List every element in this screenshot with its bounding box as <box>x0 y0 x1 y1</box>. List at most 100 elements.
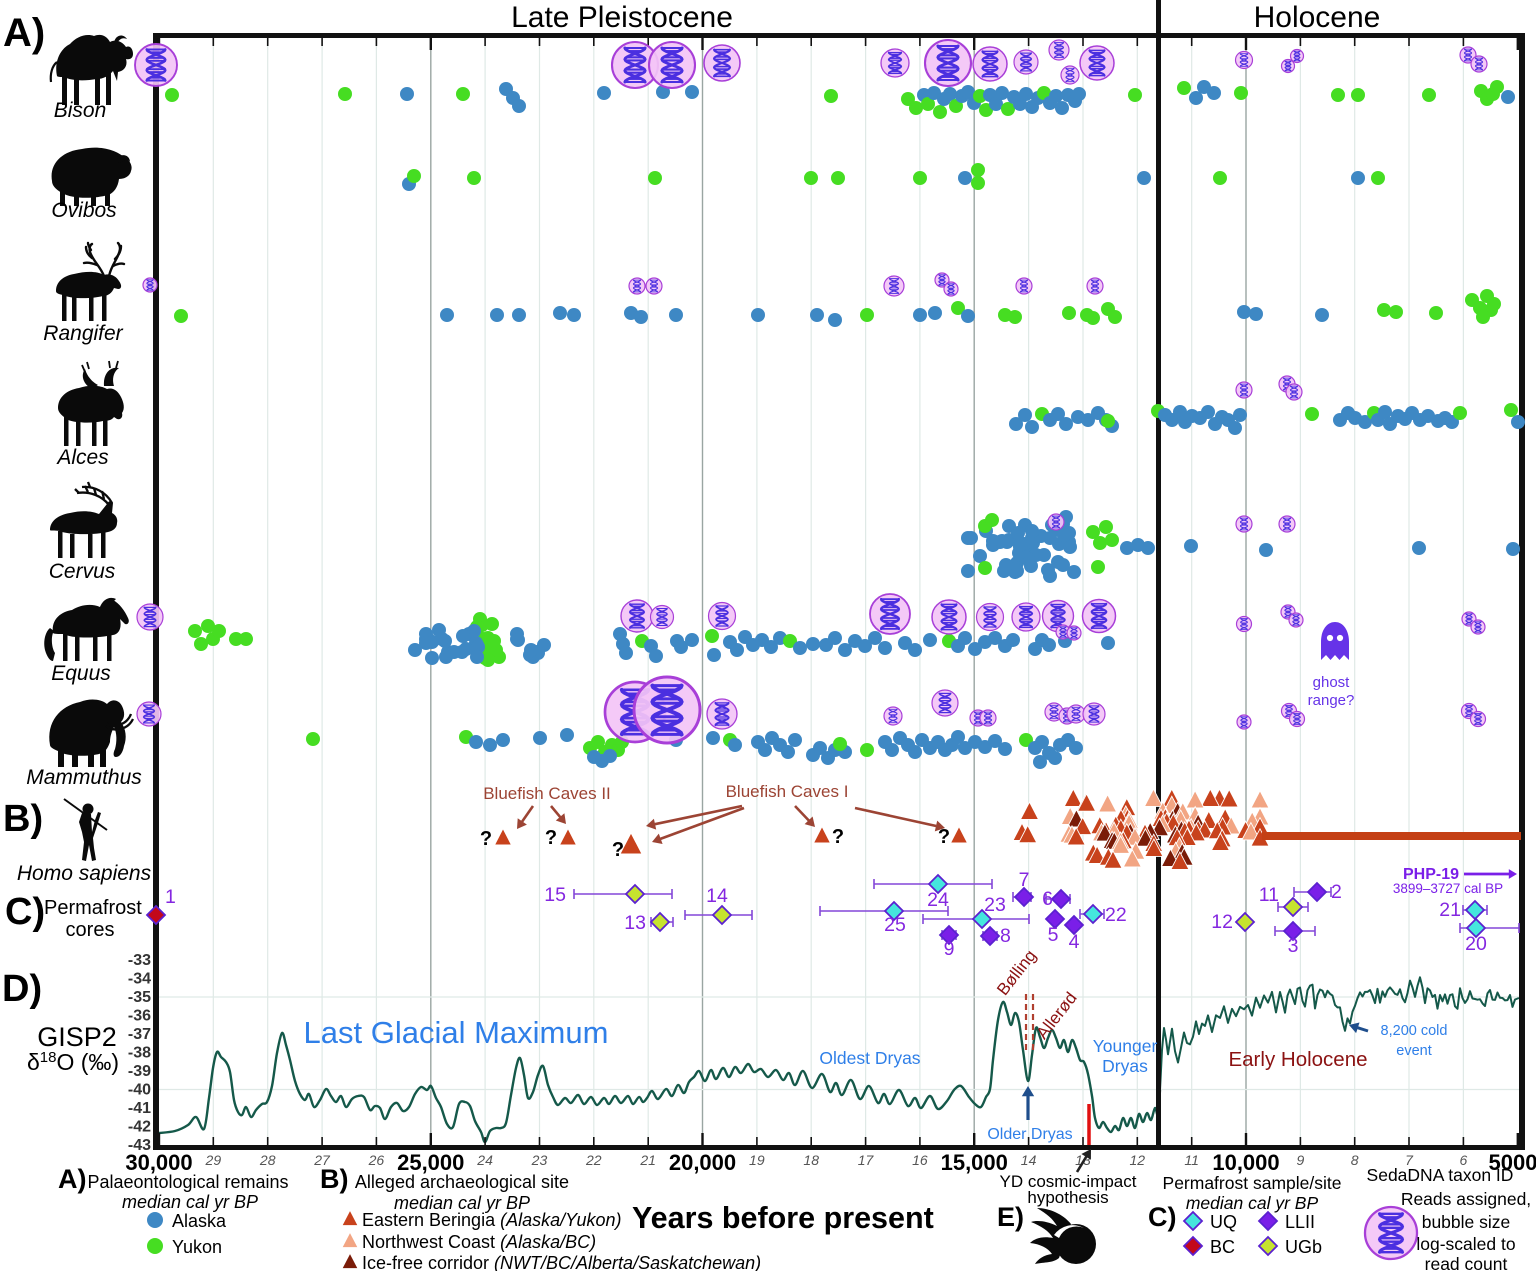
svg-text:?: ? <box>545 827 557 849</box>
svg-text:10,000: 10,000 <box>1212 1150 1279 1175</box>
svg-text:Bison: Bison <box>54 99 107 122</box>
svg-text:14: 14 <box>1021 1152 1037 1168</box>
svg-text:bubble size: bubble size <box>1422 1212 1511 1232</box>
svg-text:-36: -36 <box>128 1008 151 1025</box>
svg-text:Palaeontological remains: Palaeontological remains <box>87 1172 288 1192</box>
svg-text:15: 15 <box>544 884 566 906</box>
svg-text:Permafrost sample/site: Permafrost sample/site <box>1163 1173 1342 1193</box>
svg-text:8: 8 <box>1000 925 1011 947</box>
svg-text:25,000: 25,000 <box>397 1150 464 1175</box>
svg-text:4: 4 <box>1069 931 1080 953</box>
svg-text:Alces: Alces <box>55 446 109 469</box>
svg-text:Ice-free corridor (NWT/BC/Albe: Ice-free corridor (NWT/BC/Alberta/Saskat… <box>362 1253 761 1271</box>
svg-text:Permafrost: Permafrost <box>44 897 142 919</box>
svg-text:E): E) <box>997 1202 1024 1232</box>
svg-text:C): C) <box>5 891 45 933</box>
svg-text:D): D) <box>2 968 42 1010</box>
svg-text:13: 13 <box>624 912 646 934</box>
svg-text:21: 21 <box>1439 899 1461 921</box>
svg-text:range?: range? <box>1308 692 1355 709</box>
svg-text:8: 8 <box>1351 1152 1359 1168</box>
svg-text:-37: -37 <box>128 1026 151 1043</box>
svg-text:Mammuthus: Mammuthus <box>26 766 142 789</box>
svg-text:20: 20 <box>1465 933 1487 955</box>
svg-text:Reads assigned,: Reads assigned, <box>1401 1189 1531 1209</box>
svg-text:24: 24 <box>476 1152 493 1168</box>
svg-text:SedaDNA taxon ID: SedaDNA taxon ID <box>1367 1165 1514 1185</box>
svg-text:6: 6 <box>1460 1152 1468 1168</box>
svg-text:11: 11 <box>1259 884 1279 906</box>
svg-text:24: 24 <box>927 889 949 911</box>
svg-text:7: 7 <box>1405 1152 1414 1168</box>
svg-text:-35: -35 <box>128 989 151 1006</box>
svg-text:7: 7 <box>1019 869 1030 891</box>
svg-text:Younger: Younger <box>1093 1036 1158 1056</box>
svg-text:Northwest Coast (Alaska/BC): Northwest Coast (Alaska/BC) <box>362 1232 596 1252</box>
svg-text:28: 28 <box>259 1152 276 1168</box>
svg-text:-33: -33 <box>128 952 151 969</box>
svg-text:Oldest Dryas: Oldest Dryas <box>819 1048 920 1068</box>
svg-text:Holocene: Holocene <box>1254 1 1381 34</box>
svg-text:27: 27 <box>313 1152 331 1168</box>
svg-text:22: 22 <box>1105 904 1127 926</box>
svg-text:A): A) <box>3 11 45 55</box>
svg-text:-40: -40 <box>128 1082 151 1099</box>
svg-text:22: 22 <box>585 1152 602 1168</box>
svg-text:-34: -34 <box>128 971 151 988</box>
svg-text:25: 25 <box>884 914 906 936</box>
svg-text:15,000: 15,000 <box>941 1150 1008 1175</box>
svg-text:?: ? <box>480 828 492 850</box>
svg-text:YD cosmic-impact: YD cosmic-impact <box>1000 1172 1137 1191</box>
svg-text:A): A) <box>58 1164 87 1194</box>
svg-text:B): B) <box>320 1164 349 1194</box>
svg-text:Alleged archaeological site: Alleged archaeological site <box>355 1172 569 1192</box>
svg-text:-42: -42 <box>128 1119 151 1136</box>
svg-text:median cal yr BP: median cal yr BP <box>122 1192 258 1212</box>
svg-text:-43: -43 <box>128 1137 151 1154</box>
svg-text:14: 14 <box>706 885 728 907</box>
svg-text:18: 18 <box>803 1152 819 1168</box>
svg-text:-39: -39 <box>128 1063 151 1080</box>
svg-text:event: event <box>1396 1043 1431 1059</box>
svg-text:Yukon: Yukon <box>172 1237 222 1257</box>
svg-text:Eastern Beringia (Alaska/Yukon: Eastern Beringia (Alaska/Yukon) <box>362 1210 621 1230</box>
svg-text:12: 12 <box>1130 1152 1146 1168</box>
svg-text:BC: BC <box>1210 1237 1235 1257</box>
svg-text:Cervus: Cervus <box>49 560 116 583</box>
svg-text:Last Glacial Maximum: Last Glacial Maximum <box>304 1015 609 1050</box>
svg-text:Early Holocene: Early Holocene <box>1228 1048 1367 1071</box>
svg-text:2: 2 <box>1331 881 1342 903</box>
svg-text:29: 29 <box>205 1152 222 1168</box>
svg-text:3899–3727 cal BP: 3899–3727 cal BP <box>1393 881 1503 896</box>
svg-text:23: 23 <box>531 1152 548 1168</box>
svg-text:read count: read count <box>1425 1254 1508 1271</box>
svg-text:median cal yr BP: median cal yr BP <box>1186 1193 1319 1213</box>
svg-text:-38: -38 <box>128 1045 151 1062</box>
svg-text:?: ? <box>938 826 950 848</box>
svg-text:-41: -41 <box>128 1100 151 1117</box>
svg-text:1: 1 <box>165 886 176 908</box>
svg-text:median cal yr BP: median cal yr BP <box>394 1193 530 1213</box>
svg-text:19: 19 <box>749 1152 765 1168</box>
svg-text:Dryas: Dryas <box>1102 1056 1148 1076</box>
svg-text:Years before present: Years before present <box>632 1201 934 1235</box>
svg-text:ghost: ghost <box>1313 674 1351 691</box>
svg-text:GISP2: GISP2 <box>37 1022 117 1052</box>
svg-text:?: ? <box>832 826 844 848</box>
svg-text:23: 23 <box>984 894 1006 916</box>
svg-text:C): C) <box>1148 1202 1177 1232</box>
svg-text:6: 6 <box>1042 888 1053 910</box>
svg-text:log-scaled to: log-scaled to <box>1416 1234 1515 1254</box>
svg-text:17: 17 <box>858 1152 875 1168</box>
svg-text:UGb: UGb <box>1285 1237 1322 1257</box>
svg-text:5: 5 <box>1048 924 1059 946</box>
svg-text:hypothesis: hypothesis <box>1027 1188 1108 1207</box>
svg-text:16: 16 <box>912 1152 928 1168</box>
svg-text:21: 21 <box>639 1152 656 1168</box>
svg-text:9: 9 <box>1296 1152 1304 1168</box>
svg-text:Late Pleistocene: Late Pleistocene <box>511 1 733 34</box>
svg-text:LLII: LLII <box>1285 1212 1315 1232</box>
svg-text:Bluefish Caves II: Bluefish Caves II <box>483 784 611 803</box>
svg-text:PHP-19: PHP-19 <box>1403 866 1459 883</box>
svg-text:9: 9 <box>944 938 955 960</box>
